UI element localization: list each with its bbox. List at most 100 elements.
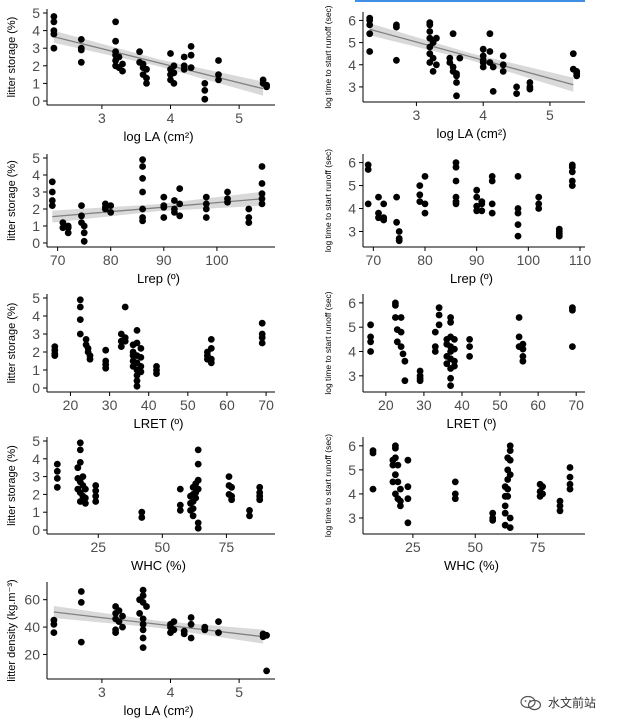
y-tick-label: 20 [24,646,40,662]
data-point [187,614,195,621]
data-point [139,156,147,164]
data-point [133,382,141,390]
data-point [488,177,496,185]
data-point [170,80,178,87]
data-point [160,203,168,211]
data-point [92,492,100,500]
data-point [225,473,233,480]
data-point [369,485,377,493]
data-point [77,638,85,646]
x-tick-label: 50 [467,539,483,555]
data-point [431,328,439,336]
y-tick-label: 5 [348,462,356,478]
y-tick-label: 0 [32,93,40,109]
data-point [160,214,168,221]
data-point [187,64,195,71]
data-point [187,634,195,642]
data-point [167,50,174,57]
data-point [180,53,188,61]
data-point [92,498,100,505]
x-tick-label: 110 [569,252,592,268]
data-point [50,13,58,20]
data-point [77,46,85,54]
data-point [102,346,110,354]
data-point [394,461,402,469]
data-point [506,524,514,531]
data-point [392,454,399,462]
data-point [224,188,231,196]
data-point [451,357,458,365]
y-tick-label: 2 [32,58,40,74]
data-point [194,446,202,454]
data-point [48,178,56,186]
data-point [50,30,58,38]
data-point [258,334,266,341]
data-point [366,21,374,29]
x-tick-label: 100 [205,252,229,268]
data-point [194,485,202,493]
data-point [569,306,576,314]
data-point [513,83,520,91]
y-tick-label: 4 [32,23,40,39]
data-point [535,205,543,212]
data-point [435,321,443,329]
data-point [506,456,514,464]
data-point [258,200,266,208]
x-tick-label: 4 [167,110,175,126]
y-tick-label: 3 [348,224,356,240]
data-point [86,355,94,363]
data-point [102,364,110,372]
data-point [92,487,100,495]
data-point [176,200,184,208]
y-tick-label: 3 [32,326,40,342]
data-point [201,95,209,103]
fit-line [53,36,264,90]
x-tick-label: 20 [378,397,394,413]
data-point [555,232,563,240]
data-point [202,205,210,213]
data-point [258,163,266,170]
y-tick-label: 4 [348,201,356,217]
data-point [466,353,473,360]
data-point [76,330,84,338]
x-tick-label: 75 [530,539,546,555]
x-tick-label: 60 [219,397,235,413]
panel-p9-xlabel: log LA (cm²) [123,703,193,718]
data-point [364,166,372,173]
data-point [115,53,123,61]
data-point [64,224,72,232]
data-point [76,498,84,505]
data-point [566,464,574,471]
data-point [452,177,460,185]
data-point [137,354,145,361]
data-point [202,193,210,201]
data-point [171,209,178,216]
data-point [397,497,404,505]
x-tick-label: 70 [258,397,274,413]
data-point [136,610,144,617]
y-tick-label: 1 [32,362,40,378]
data-point [138,514,146,521]
x-tick-label: 25 [405,539,421,555]
x-tick-label: 3 [413,107,421,123]
data-point [143,80,150,87]
data-point [92,482,100,489]
data-point [50,18,58,26]
data-point [515,333,523,341]
x-tick-label: 100 [517,252,541,268]
data-point [447,318,454,326]
data-point [201,80,209,87]
data-point [489,517,497,524]
data-point [380,216,388,224]
data-point [78,202,85,210]
data-point [375,193,382,201]
data-point [137,363,145,370]
y-tick-label: 1 [32,504,40,520]
y-tick-label: 5 [348,319,356,335]
x-tick-label: 5 [235,110,243,126]
data-point [488,200,496,208]
data-point [556,497,564,505]
data-point [119,60,126,68]
data-point [395,237,403,245]
